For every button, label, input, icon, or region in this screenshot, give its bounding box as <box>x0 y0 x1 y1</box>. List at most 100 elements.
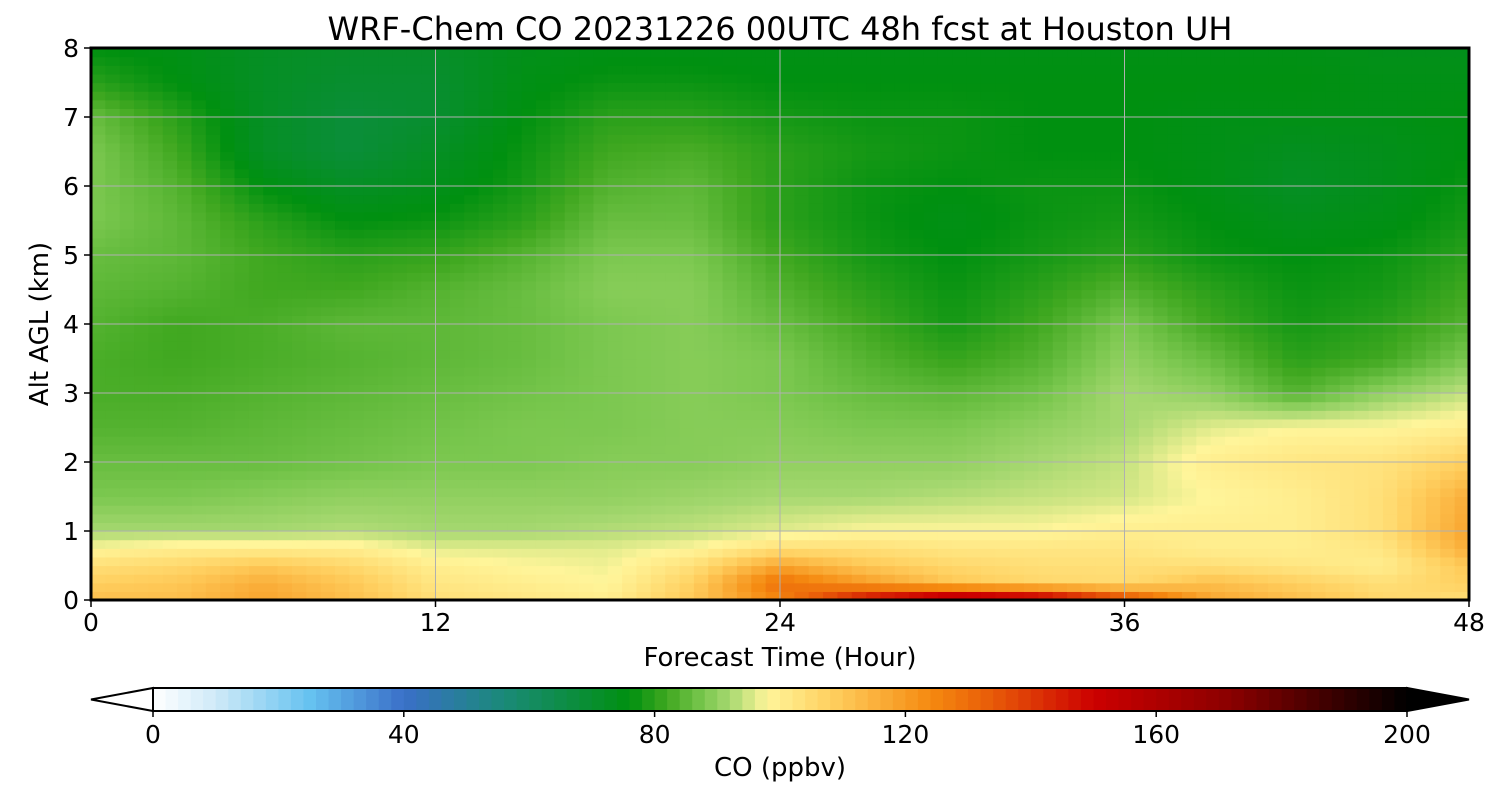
heat-cell <box>435 393 451 403</box>
heat-cell <box>277 384 293 394</box>
heat-cell <box>1296 418 1312 429</box>
heat-cell <box>995 289 1011 299</box>
heat-cell <box>263 306 279 316</box>
heat-cell <box>1224 531 1240 541</box>
heat-cell <box>823 280 839 291</box>
heat-cell <box>220 462 236 472</box>
heat-cell <box>607 186 623 196</box>
heat-cell <box>1067 298 1083 308</box>
heat-cell <box>937 289 953 299</box>
heat-cell <box>1454 487 1469 498</box>
heat-cell <box>234 349 250 360</box>
heat-cell <box>765 574 781 584</box>
heat-cell <box>1382 237 1398 247</box>
heat-cell <box>1210 177 1226 187</box>
heat-cell <box>1339 255 1355 265</box>
heat-cell <box>722 531 738 541</box>
heat-cell <box>636 341 652 351</box>
heat-cell <box>1153 565 1169 575</box>
heat-cell <box>1296 332 1312 342</box>
heat-cell <box>478 237 494 247</box>
heat-cell <box>449 315 465 325</box>
heat-cell <box>1181 418 1197 429</box>
heat-cell <box>435 427 451 437</box>
heat-cell <box>263 531 279 541</box>
heat-cell <box>306 487 322 498</box>
heat-cell <box>306 263 322 273</box>
heat-cell <box>521 522 537 532</box>
heat-cell <box>320 384 336 394</box>
heat-cell <box>736 151 752 161</box>
heat-cell <box>1311 229 1327 239</box>
heat-cell <box>679 306 695 316</box>
heat-cell <box>191 263 207 273</box>
heat-cell <box>1425 531 1441 541</box>
heat-cell <box>1052 358 1068 368</box>
heat-cell <box>952 358 968 368</box>
heat-cell <box>1067 453 1083 463</box>
heat-cell <box>248 513 264 523</box>
heat-cell <box>449 324 465 334</box>
heat-cell <box>1354 539 1370 549</box>
heat-cell <box>550 203 566 213</box>
heat-cell <box>1210 565 1226 575</box>
heat-cell <box>177 349 193 360</box>
heat-cell <box>1425 418 1441 429</box>
heat-cell <box>1253 229 1269 239</box>
heat-cell <box>1067 401 1083 411</box>
heat-cell <box>693 513 709 523</box>
heat-cell <box>320 531 336 541</box>
heat-cell <box>1296 211 1312 222</box>
heat-cell <box>277 203 293 213</box>
heat-cell <box>349 324 365 334</box>
heat-cell <box>406 479 422 489</box>
heat-cell <box>1038 444 1054 454</box>
heat-cell <box>435 375 451 385</box>
heat-cell <box>665 211 681 222</box>
heat-cell <box>1024 272 1039 282</box>
heat-cell <box>1368 582 1384 592</box>
heat-cell <box>622 393 638 403</box>
heat-cell <box>579 375 594 385</box>
heat-cell <box>593 427 609 437</box>
heat-cell <box>1038 384 1054 394</box>
heat-cell <box>894 160 910 170</box>
heat-cell <box>722 358 738 368</box>
heat-cell <box>1052 203 1068 213</box>
heat-cell <box>1382 358 1398 368</box>
heat-cell <box>952 522 968 532</box>
heat-cell <box>880 453 896 463</box>
heat-cell <box>1124 246 1140 256</box>
heat-cell <box>521 470 537 480</box>
heat-cell <box>1440 349 1456 360</box>
heat-cell <box>191 393 207 403</box>
heat-cell <box>780 539 795 549</box>
heat-cell <box>1167 539 1183 549</box>
heat-cell <box>1382 246 1398 256</box>
heat-cell <box>593 470 609 480</box>
heat-cell <box>148 427 164 437</box>
heat-cell <box>148 229 164 239</box>
heat-cell <box>1081 332 1097 342</box>
heat-cell <box>1282 255 1298 265</box>
heat-cell <box>392 574 408 584</box>
heat-cell <box>349 565 365 575</box>
heat-cell <box>162 263 178 273</box>
heat-cell <box>1009 280 1025 291</box>
heat-cell <box>148 410 164 420</box>
heat-cell <box>1311 539 1327 549</box>
heat-cell <box>464 375 480 385</box>
heat-cell <box>1181 513 1197 523</box>
heat-cell <box>119 453 135 463</box>
heat-cell <box>765 289 781 299</box>
heat-cell <box>937 160 953 170</box>
heat-cell <box>335 272 350 282</box>
heat-cell <box>1368 375 1384 385</box>
heat-cell <box>1253 565 1269 575</box>
heat-cell <box>1138 272 1154 282</box>
heat-cell <box>1052 237 1068 247</box>
heat-cell <box>507 349 523 360</box>
heat-cell <box>1282 263 1298 273</box>
heat-cell <box>607 410 623 420</box>
heat-cell <box>765 418 781 429</box>
